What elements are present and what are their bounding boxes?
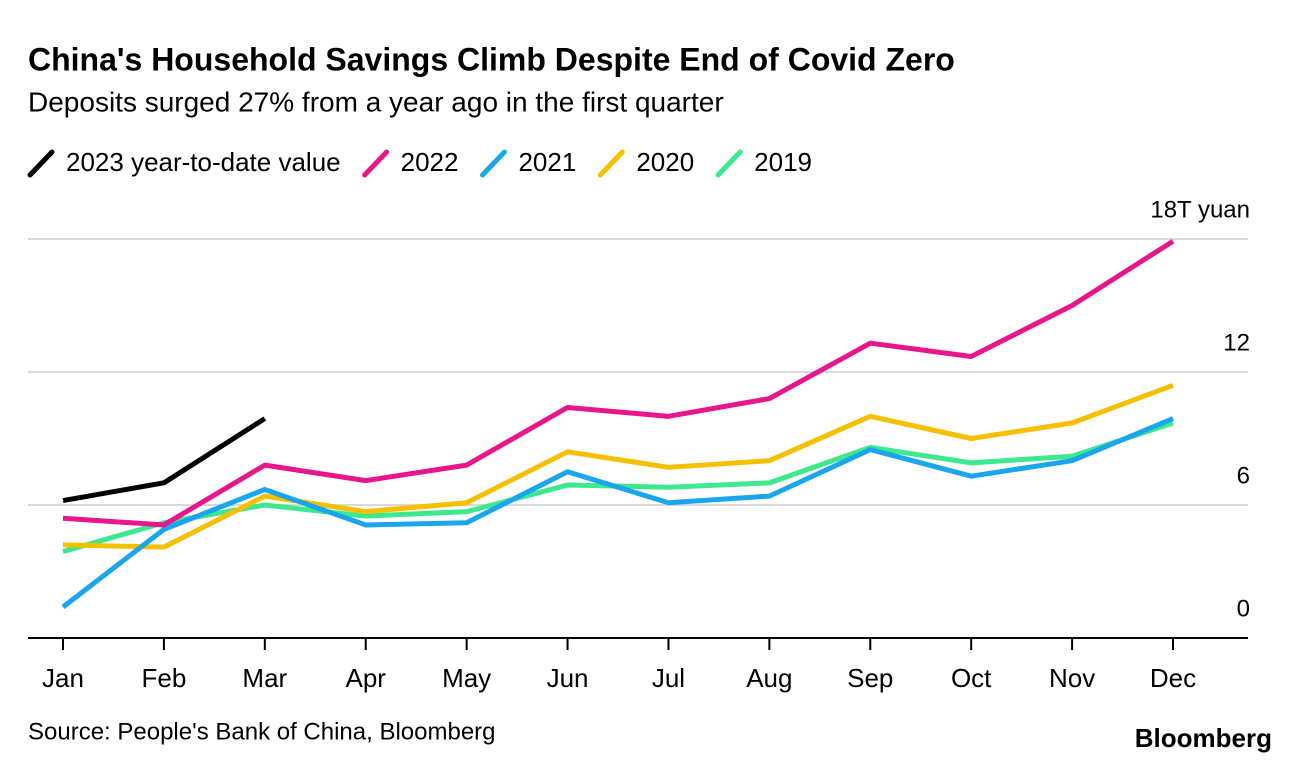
x-tick-label: Sep xyxy=(847,663,893,693)
y-tick-label: 12 xyxy=(1223,329,1250,356)
series-line xyxy=(62,416,267,504)
brand: Bloomberg xyxy=(1135,723,1272,753)
x-tick-label: Mar xyxy=(242,663,287,693)
series-line xyxy=(62,382,1174,550)
legend-swatch xyxy=(27,149,55,178)
legend-label: 2022 xyxy=(401,147,459,177)
x-tick-label: Jun xyxy=(547,663,589,693)
legend-swatch xyxy=(597,149,625,178)
legend-swatch xyxy=(362,149,390,178)
source: Source: People's Bank of China, Bloomber… xyxy=(28,718,496,745)
legend-label: 2020 xyxy=(636,147,694,177)
x-tick-label: Nov xyxy=(1049,663,1095,693)
legend-swatch xyxy=(479,149,507,178)
legend-swatch xyxy=(715,149,743,178)
x-tick-label: Dec xyxy=(1150,663,1196,693)
x-tick-label: Oct xyxy=(951,663,992,693)
series-line xyxy=(62,239,1175,528)
x-tick-label: Feb xyxy=(142,663,187,693)
chart-subtitle: Deposits surged 27% from a year ago in t… xyxy=(28,86,724,117)
x-tick-label: Jul xyxy=(652,663,685,693)
chart-title: China's Household Savings Climb Despite … xyxy=(28,41,955,77)
series-line xyxy=(61,416,1174,609)
y-tick-label: 18T yuan xyxy=(1150,196,1250,223)
y-tick-label: 0 xyxy=(1237,595,1250,622)
x-tick-label: Aug xyxy=(746,663,792,693)
x-tick-label: Apr xyxy=(345,663,386,693)
x-tick-label: May xyxy=(442,663,491,693)
y-tick-label: 6 xyxy=(1237,462,1250,489)
legend-label: 2021 xyxy=(518,147,576,177)
legend-label: 2023 year-to-date value xyxy=(66,147,341,177)
legend-label: 2019 xyxy=(754,147,812,177)
x-tick-label: Jan xyxy=(42,663,84,693)
